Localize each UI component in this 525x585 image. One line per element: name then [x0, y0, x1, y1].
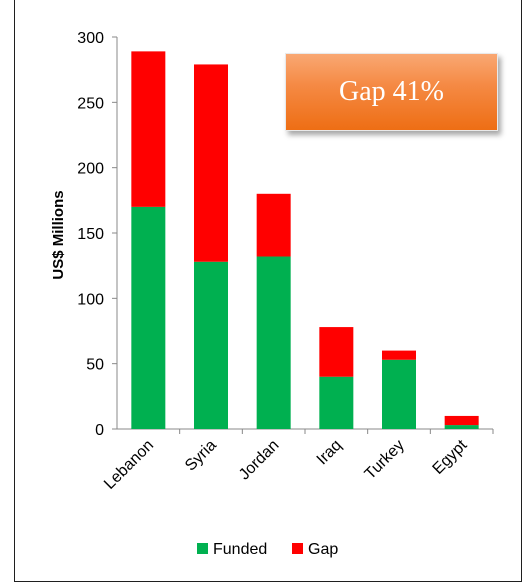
x-tick-group: Lebanon Syria Jordan Iraq Turkey Egypt: [101, 429, 494, 493]
legend-swatch-gap: [292, 543, 303, 554]
y-tick-label: 0: [95, 422, 104, 439]
legend-label-funded: Funded: [213, 541, 267, 558]
y-axis-label: US$ Millions: [50, 190, 67, 279]
bar-group: [131, 51, 479, 429]
bar-funded-lebanon: [131, 206, 166, 429]
bar-gap-syria: [194, 64, 228, 262]
y-tick-label: 300: [77, 30, 104, 47]
bar-gap-egypt: [444, 415, 479, 426]
bar-gap-turkey: [382, 350, 416, 360]
y-tick-label: 100: [77, 291, 104, 308]
bar-funded-jordan: [256, 256, 291, 429]
gap-callout: Gap 41%: [285, 53, 498, 131]
x-tick-label: Turkey: [362, 437, 408, 483]
bar-funded-iraq: [319, 376, 354, 429]
x-tick-label: Iraq: [314, 437, 346, 469]
legend: Funded Gap: [197, 541, 338, 558]
chart-frame: [14, 0, 522, 582]
bar-gap-jordan: [256, 193, 291, 257]
gap-callout-text: Gap 41%: [339, 76, 444, 107]
x-tick-label: Jordan: [236, 437, 283, 484]
legend-swatch-funded: [197, 543, 208, 554]
y-tick-label: 250: [77, 95, 104, 112]
x-tick-label: Lebanon: [101, 437, 157, 493]
bar-funded-turkey: [382, 359, 416, 429]
x-tick-label: Egypt: [430, 436, 471, 477]
bar-gap-lebanon: [131, 51, 166, 207]
bar-funded-egypt: [444, 425, 479, 429]
legend-label-gap: Gap: [308, 541, 338, 558]
bar-funded-syria: [194, 261, 228, 429]
y-tick-label: 50: [86, 357, 104, 374]
x-tick-label: Syria: [182, 437, 220, 475]
y-tick-label: 150: [77, 226, 104, 243]
bar-gap-iraq: [319, 327, 354, 377]
y-tick-group: 0 50 100 150 200 250 300: [77, 30, 117, 439]
y-tick-label: 200: [77, 161, 104, 178]
